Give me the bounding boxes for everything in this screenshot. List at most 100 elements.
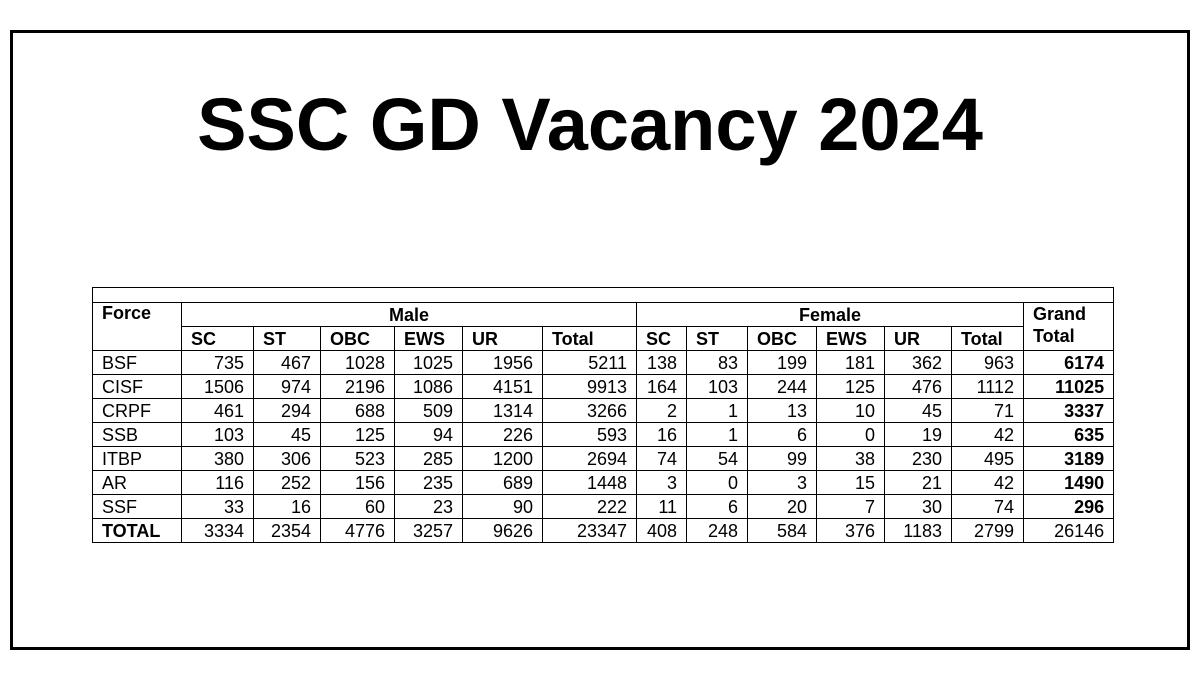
number-cell: 21 <box>884 470 952 495</box>
number-cell: 963 <box>951 350 1024 375</box>
number-cell: 9913 <box>542 374 637 399</box>
number-cell: 42 <box>951 422 1024 447</box>
number-cell: 9626 <box>462 518 543 543</box>
data-row: CISF 1506 974 2196 1086 4151 9913 164 103 244 125 4… <box>92 374 1115 399</box>
number-cell: 376 <box>816 518 885 543</box>
column-header: SC <box>636 326 687 351</box>
number-cell: 125 <box>320 422 395 447</box>
number-cell: 138 <box>636 350 687 375</box>
number-cell: 1490 <box>1022 470 1115 495</box>
number-cell: 1183 <box>884 518 952 543</box>
number-cell: 13 <box>747 398 817 423</box>
data-row: BSF 735 467 1028 1025 1956 5211 138 83 199 181 362 9… <box>92 350 1115 375</box>
number-cell: 20 <box>747 494 817 519</box>
force-cell: SSF <box>92 494 182 519</box>
corner-header: Force <box>92 302 182 351</box>
column-header: UR <box>884 326 952 351</box>
number-cell: 1086 <box>394 374 463 399</box>
number-cell: 635 <box>1022 422 1115 447</box>
number-cell: 0 <box>686 470 748 495</box>
column-header: Total <box>542 326 637 351</box>
number-cell: 3334 <box>181 518 254 543</box>
number-cell: 226 <box>462 422 543 447</box>
number-cell: 1956 <box>462 350 543 375</box>
number-cell: 230 <box>884 446 952 471</box>
number-cell: 2799 <box>951 518 1024 543</box>
data-row: AR 116 252 156 235 689 1448 3 0 3 15 21 42 1490 <box>92 470 1115 495</box>
number-cell: 2354 <box>253 518 321 543</box>
data-row: CRPF 461 294 688 509 1314 3266 2 1 13 10 45 71 3337 <box>92 398 1115 423</box>
number-cell: 974 <box>253 374 321 399</box>
number-cell: 4776 <box>320 518 395 543</box>
number-cell: 495 <box>951 446 1024 471</box>
number-cell: 30 <box>884 494 952 519</box>
number-cell: 26146 <box>1022 518 1115 543</box>
force-cell: AR <box>92 470 182 495</box>
number-cell: 83 <box>686 350 748 375</box>
number-cell: 1 <box>686 398 748 423</box>
number-cell: 1025 <box>394 350 463 375</box>
spacer-row <box>91 287 1115 303</box>
column-header: SC <box>181 326 254 351</box>
number-cell: 244 <box>747 374 817 399</box>
number-cell: 71 <box>951 398 1024 423</box>
number-cell: 11 <box>636 494 687 519</box>
number-cell: 74 <box>951 494 1024 519</box>
number-cell: 584 <box>747 518 817 543</box>
number-cell: 6174 <box>1022 350 1115 375</box>
number-cell: 74 <box>636 446 687 471</box>
number-cell: 461 <box>181 398 254 423</box>
number-cell: 94 <box>394 422 463 447</box>
column-header: Total <box>951 326 1024 351</box>
number-cell: 103 <box>686 374 748 399</box>
number-cell: 16 <box>253 494 321 519</box>
number-cell: 523 <box>320 446 395 471</box>
number-cell: 3337 <box>1022 398 1115 423</box>
column-header: EWS <box>394 326 463 351</box>
data-row: TOTAL 3334 2354 4776 3257 9626 23347 408 248 584 3… <box>92 518 1115 543</box>
number-cell: 1 <box>686 422 748 447</box>
number-cell: 16 <box>636 422 687 447</box>
number-cell: 294 <box>253 398 321 423</box>
number-cell: 2694 <box>542 446 637 471</box>
number-cell: 467 <box>253 350 321 375</box>
number-cell: 54 <box>686 446 748 471</box>
column-header: OBC <box>747 326 817 351</box>
number-cell: 45 <box>884 398 952 423</box>
column-header: ST <box>253 326 321 351</box>
number-cell: 116 <box>181 470 254 495</box>
spacer-cell <box>91 287 1115 303</box>
number-cell: 235 <box>394 470 463 495</box>
number-cell: 1112 <box>951 374 1024 399</box>
number-cell: 5211 <box>542 350 637 375</box>
number-cell: 735 <box>181 350 254 375</box>
title: SSC GD Vacancy 2024 <box>197 83 983 166</box>
force-cell: ITBP <box>92 446 182 471</box>
force-cell: BSF <box>92 350 182 375</box>
number-cell: 509 <box>394 398 463 423</box>
number-cell: 23347 <box>542 518 637 543</box>
column-header: EWS <box>816 326 885 351</box>
number-cell: 3189 <box>1022 446 1115 471</box>
number-cell: 45 <box>253 422 321 447</box>
number-cell: 42 <box>951 470 1024 495</box>
group-header: Female <box>636 302 1024 327</box>
number-cell: 0 <box>816 422 885 447</box>
number-cell: 1448 <box>542 470 637 495</box>
group-header: Male <box>181 302 637 327</box>
number-cell: 296 <box>1022 494 1115 519</box>
number-cell: 10 <box>816 398 885 423</box>
number-cell: 6 <box>747 422 817 447</box>
number-cell: 90 <box>462 494 543 519</box>
number-cell: 1028 <box>320 350 395 375</box>
number-cell: 125 <box>816 374 885 399</box>
force-cell: CISF <box>92 374 182 399</box>
number-cell: 476 <box>884 374 952 399</box>
number-cell: 285 <box>394 446 463 471</box>
grand-total-header: Grand Total <box>1022 302 1115 351</box>
number-cell: 15 <box>816 470 885 495</box>
number-cell: 408 <box>636 518 687 543</box>
number-cell: 156 <box>320 470 395 495</box>
number-cell: 19 <box>884 422 952 447</box>
